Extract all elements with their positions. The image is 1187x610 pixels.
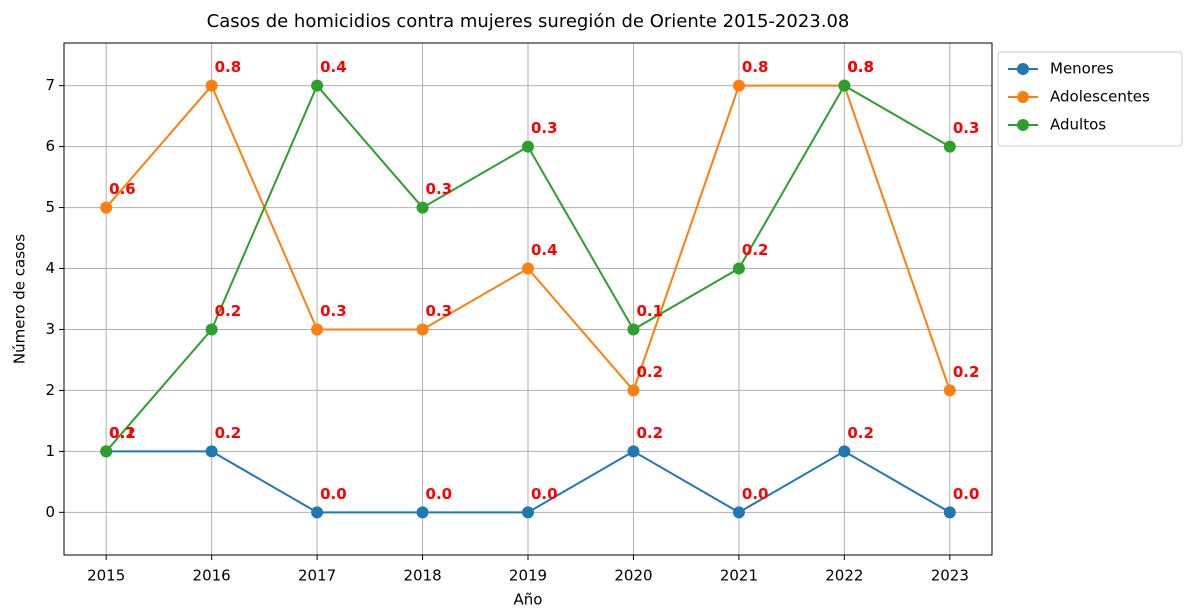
y-tick-label: 3 <box>45 320 55 338</box>
chart-title: Casos de homicidios contra mujeres sureg… <box>207 11 850 32</box>
point-marker <box>522 506 534 519</box>
legend-marker <box>1017 119 1029 131</box>
x-tick-label: 2020 <box>614 567 652 585</box>
point-marker <box>627 384 640 397</box>
point-annotation: 0.0 <box>953 485 980 503</box>
point-annotation: 0.0 <box>531 485 558 503</box>
x-tick-label: 2022 <box>825 567 863 585</box>
y-tick-label: 6 <box>45 137 55 155</box>
point-annotation: 0.1 <box>109 424 136 442</box>
point-annotation: 0.2 <box>847 424 874 442</box>
point-marker <box>416 506 429 519</box>
point-marker <box>100 445 113 458</box>
point-marker <box>838 79 851 92</box>
legend-marker <box>1017 63 1029 75</box>
legend-label: Adolescentes <box>1050 88 1150 106</box>
point-annotation: 0.2 <box>215 424 242 442</box>
point-marker <box>311 323 324 336</box>
x-tick-label: 2018 <box>403 567 441 585</box>
y-tick-label: 5 <box>45 198 55 216</box>
point-annotation: 0.4 <box>531 241 558 259</box>
point-annotation: 0.3 <box>953 119 980 137</box>
point-annotation: 0.3 <box>320 302 347 320</box>
x-tick-label: 2021 <box>720 567 758 585</box>
point-annotation: 0.3 <box>426 302 453 320</box>
y-tick-label: 4 <box>45 259 55 277</box>
point-annotation: 0.8 <box>847 58 874 76</box>
point-marker <box>943 506 956 519</box>
point-annotation: 0.3 <box>531 119 558 137</box>
point-marker <box>522 140 534 153</box>
point-marker <box>100 201 113 214</box>
point-annotation: 0.0 <box>426 485 453 503</box>
point-annotation: 0.4 <box>320 58 347 76</box>
point-marker <box>627 323 640 336</box>
legend-label: Menores <box>1050 60 1114 78</box>
point-annotation: 0.8 <box>215 58 242 76</box>
point-marker <box>311 79 324 92</box>
y-tick-label: 0 <box>45 503 55 521</box>
plot-frame <box>63 42 993 556</box>
y-axis-label: Número de casos <box>11 234 29 364</box>
legend-label: Adultos <box>1050 116 1106 134</box>
point-marker <box>205 445 218 458</box>
point-annotation: 0.3 <box>426 180 453 198</box>
point-marker <box>205 79 218 92</box>
x-axis-label: Año <box>514 591 543 609</box>
point-marker <box>627 445 640 458</box>
x-tick-label: 2019 <box>509 567 547 585</box>
x-tick-label: 2023 <box>931 567 969 585</box>
point-annotation: 0.6 <box>109 180 136 198</box>
point-marker <box>943 140 956 153</box>
point-marker <box>522 262 534 275</box>
point-annotation: 0.0 <box>742 485 769 503</box>
x-tick-label: 2017 <box>298 567 336 585</box>
point-marker <box>732 506 745 519</box>
point-annotation: 0.2 <box>742 241 769 259</box>
point-marker <box>311 506 324 519</box>
point-marker <box>732 262 745 275</box>
point-annotation: 0.2 <box>636 424 663 442</box>
point-annotation: 0.0 <box>320 485 347 503</box>
point-marker <box>732 79 745 92</box>
point-annotation: 0.8 <box>847 58 874 76</box>
y-tick-label: 2 <box>45 381 55 399</box>
point-annotation: 0.1 <box>636 302 663 320</box>
legend-box <box>997 51 1183 147</box>
point-marker <box>416 201 429 214</box>
x-tick-label: 2015 <box>87 567 125 585</box>
point-annotation: 0.2 <box>636 363 663 381</box>
point-marker <box>838 445 851 458</box>
y-tick-label: 7 <box>45 76 55 94</box>
point-marker <box>205 323 218 336</box>
y-tick-label: 1 <box>45 442 55 460</box>
point-marker <box>943 384 956 397</box>
legend-marker <box>1017 91 1029 103</box>
point-marker <box>416 323 429 336</box>
point-annotation: 0.2 <box>953 363 980 381</box>
point-annotation: 0.2 <box>215 302 242 320</box>
point-annotation: 0.2 <box>109 424 136 442</box>
x-tick-label: 2016 <box>193 567 231 585</box>
point-annotation: 0.8 <box>742 58 769 76</box>
